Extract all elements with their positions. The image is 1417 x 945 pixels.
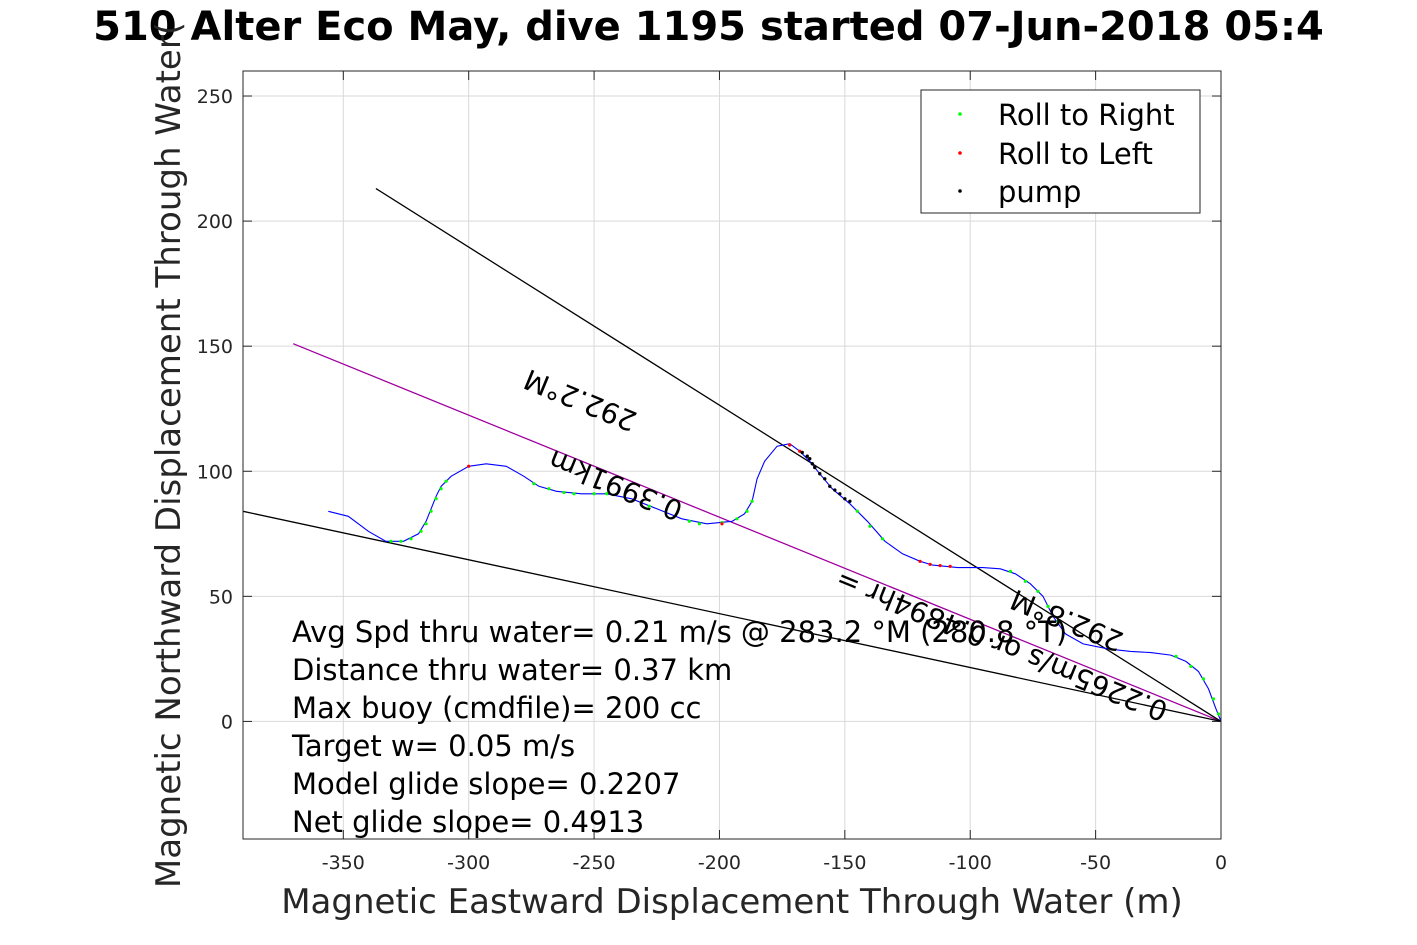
roll-right-point [399,539,403,543]
pump-point [843,497,847,501]
x-tick-label: -200 [698,852,741,874]
legend-marker-pump [958,189,962,193]
roll-right-point [1023,579,1027,583]
roll-right-point [647,504,651,508]
legend-label-pump: pump [998,175,1081,209]
x-tick-label: -250 [573,852,616,874]
roll-right-point [429,509,433,513]
x-tick-label: -150 [823,852,866,874]
roll-right-point [855,509,859,513]
legend: Roll to Right Roll to Left pump [920,89,1201,214]
y-tick-label: 100 [197,461,233,483]
roll-right-point [1056,619,1060,623]
y-axis-label: Magnetic Northward Displacement Through … [149,22,189,888]
roll-left-point [798,449,802,453]
ticks: -350 -300 -250 -200 -150 -100 -50 0 0 50 100 150 200… [197,71,1227,874]
roll-left-point [938,563,942,568]
roll-right-point [1216,712,1221,716]
roll-left-point [467,464,471,468]
roll-right-point [1189,664,1193,668]
roll-right-point [1046,604,1050,608]
x-tick-label: 0 [1215,852,1227,874]
roll-right-point [697,522,702,526]
annotation-line: Max buoy (cmdfile)= 200 cc [292,691,701,725]
x-tick-label: -300 [447,852,490,874]
x-tick-label: -350 [322,852,365,874]
pump-point [805,454,809,458]
x-axis-label: Magnetic Eastward Displacement Through W… [281,882,1183,922]
legend-marker-right [958,112,962,116]
annotations: Avg Spd thru water= 0.21 m/s @ 283.2 °M … [291,615,1067,839]
roll-right-point [547,487,551,491]
roll-right-point [419,529,423,533]
pump-point [818,472,822,476]
roll-left-point [720,522,724,526]
roll-right-point [1036,589,1040,593]
roll-right-point [1201,677,1206,681]
roll-left-point [918,559,922,563]
roll-left-point [928,562,932,566]
legend-label-right: Roll to Right [998,98,1175,132]
roll-right-point [1174,654,1178,658]
roll-right-point [572,492,576,496]
annotation-line: Target w= 0.05 m/s [291,729,575,763]
roll-right-point [745,509,749,513]
reference-line-upper [375,188,1221,722]
roll-right-point [750,499,754,503]
roll-right-point [868,524,872,528]
roll-right-point [1008,569,1012,573]
y-tick-label: 0 [221,711,233,733]
x-tick-label: -50 [1080,852,1111,874]
roll-right-point [439,487,443,491]
roll-right-point [444,479,448,483]
annotation-line: Net glide slope= 0.4913 [292,805,644,839]
chart-title: 510 Alter Eco May, dive 1195 started 07-… [93,4,1324,50]
reference-line-lower [243,510,1221,723]
roll-right-point [389,539,393,543]
annotation-line: Avg Spd thru water= 0.21 m/s @ 283.2 °M … [292,615,1067,649]
roll-right-point [424,522,428,526]
roll-right-point [434,497,438,501]
annotation-line: Distance thru water= 0.37 km [292,653,732,687]
pump-point [808,457,812,461]
pump-point [838,492,842,496]
legend-marker-left [958,151,962,155]
y-tick-label: 50 [209,586,233,608]
legend-label-left: Roll to Left [998,137,1153,171]
roll-right-point [532,482,536,486]
roll-right-point [687,519,691,523]
y-tick-label: 150 [197,336,233,358]
roll-right-point [592,492,596,496]
roll-left-point [788,443,792,447]
reference-line-heading [292,343,1221,723]
roll-right-point [562,490,566,495]
annotation-line: Model glide slope= 0.2207 [292,767,680,801]
roll-right-point [735,517,739,521]
pump-point [833,488,837,492]
roll-left-point [948,564,952,568]
pump-point [828,484,832,488]
y-tick-label: 250 [197,86,233,108]
roll-right-point [880,537,885,541]
y-tick-label: 200 [197,211,233,233]
roll-right-point [605,492,609,496]
pump-point [848,499,852,503]
legend-box [920,89,1201,214]
pump-point [800,450,804,455]
pump-point [823,477,827,481]
plot-frame [242,70,1222,840]
pump-point [813,465,817,470]
roll-right-point [1211,697,1216,701]
roll-right-point [409,537,413,541]
pump-point [810,462,814,466]
x-tick-label: -100 [949,852,992,874]
plot-content [243,188,1221,723]
